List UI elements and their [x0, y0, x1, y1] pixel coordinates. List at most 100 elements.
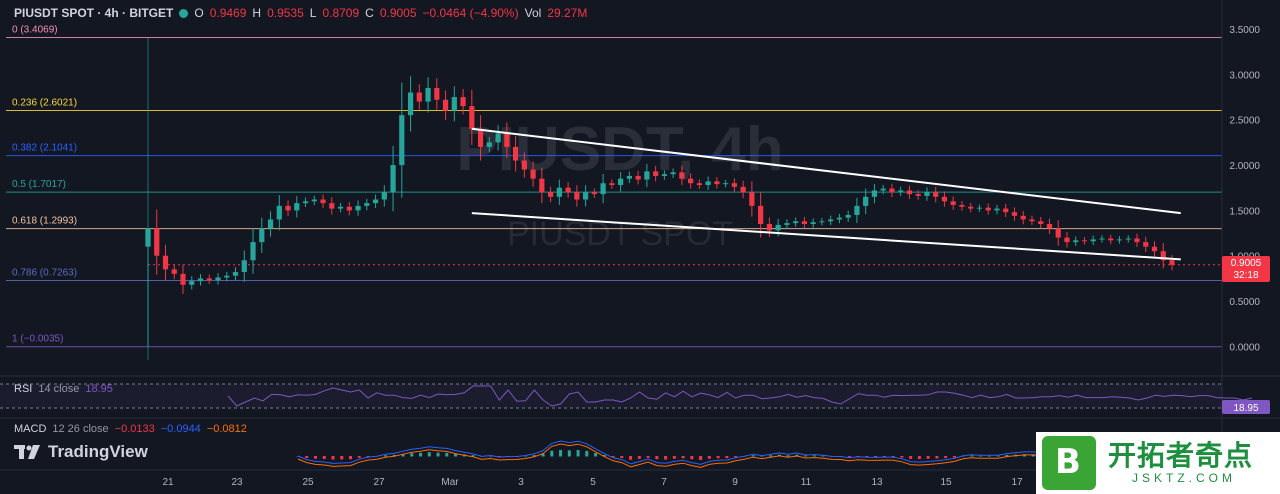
close-value: 0.9005 [379, 6, 417, 20]
time-axis[interactable]: 21 23 25 27 Mar 3 5 7 9 11 13 15 17 [0, 375, 1280, 488]
candle-down [609, 183, 615, 186]
macd-histogram-bar [690, 456, 694, 460]
price-tick-label: 2.0000 [1229, 161, 1260, 172]
candle-down [1029, 219, 1035, 222]
candle-down [171, 269, 177, 274]
candle-up [425, 88, 431, 102]
tradingview-icon [14, 445, 40, 459]
fib-retracement[interactable]: 0 (3.4069) 0.236 (2.6021) 0.382 (2.1041) 0.… [6, 25, 1222, 360]
fib-label-0-236: 0.236 (2.6021) [12, 97, 77, 108]
candle-up [819, 221, 825, 223]
candle-up [976, 207, 983, 209]
candle-up [241, 260, 247, 273]
macd-histogram-bar [436, 452, 440, 457]
candle-down [346, 206, 352, 211]
macd-histogram-bar [751, 455, 755, 457]
candle-down [801, 221, 808, 224]
macd-histogram-bar [812, 455, 816, 457]
time-tick-label: 5 [590, 477, 596, 488]
symbol-title[interactable]: PIUSDT SPOT · 4h · BITGET [14, 6, 174, 20]
tradingview-logo[interactable]: TradingView [14, 442, 148, 462]
candle-down [889, 188, 895, 193]
candle-up [189, 281, 195, 285]
candle-up [924, 192, 930, 196]
tradingview-wordmark: TradingView [48, 442, 148, 461]
candle-up [390, 165, 396, 193]
candle-down [460, 97, 466, 107]
candle-up [1116, 239, 1123, 241]
site-logo-letter: B [1055, 442, 1081, 482]
time-tick-label: 7 [661, 477, 667, 488]
candle-down [766, 224, 773, 231]
candle-down [1081, 240, 1088, 242]
candle-down [416, 92, 422, 102]
candle-up [828, 219, 834, 222]
macd-histogram-bar [865, 456, 869, 458]
candle-down [906, 190, 913, 195]
candle-up [845, 214, 851, 218]
site-watermark: B 开拓者奇点 JSKTZ.COM [1036, 432, 1280, 494]
candle-up [232, 272, 239, 276]
macd-histogram-bar [909, 456, 913, 459]
rsi-line [227, 385, 1253, 407]
macd-histogram-bar [891, 456, 895, 457]
macd-histogram-bar [760, 455, 764, 457]
candle-down [688, 178, 694, 184]
rsi-legend[interactable]: RSI 14 close 18.95 [14, 383, 113, 395]
candle-up [880, 188, 886, 191]
candle-up [215, 277, 221, 281]
trendline-upper [471, 127, 1181, 215]
trendlines[interactable] [471, 127, 1181, 261]
candle-down [1143, 242, 1149, 247]
low-value: 0.8709 [322, 6, 360, 20]
candle-up [670, 172, 676, 175]
candle-up [556, 187, 562, 197]
macd-histogram-bar [541, 453, 545, 457]
candle-down [206, 278, 212, 281]
candle-down [512, 146, 519, 161]
time-tick-label: 21 [162, 477, 174, 488]
candle-down [1038, 221, 1044, 224]
candle-up [259, 228, 265, 243]
time-tick-label: 23 [231, 477, 243, 488]
candle-up [311, 199, 317, 202]
macd-histogram-bar [882, 456, 886, 457]
rsi-badge-value: 18.95 [1233, 403, 1258, 414]
macd-histogram-bar [672, 456, 676, 459]
rsi-value-badge: 18.95 [1222, 400, 1270, 414]
time-tick-label: 11 [801, 477, 812, 488]
macd-histogram-bar [620, 456, 624, 458]
macd-legend[interactable]: MACD 12 26 close −0.0133 −0.0944 −0.0812 [14, 423, 247, 435]
candle-up [1073, 240, 1079, 243]
macd-histogram-bar [611, 456, 615, 458]
macd-hist-value: −0.0133 [114, 423, 155, 435]
macd-histogram-bar [637, 456, 641, 459]
price-badge-value: 0.9005 [1231, 258, 1262, 269]
candle-down [530, 169, 536, 179]
fib-label-0: 0 (3.4069) [12, 25, 58, 36]
candle-up [294, 203, 300, 211]
candle-down [320, 199, 326, 204]
candle-up [372, 199, 379, 204]
rsi-value: 18.95 [85, 383, 113, 395]
price-axis[interactable]: 3.50003.00002.50002.00001.50001.00000.50… [1221, 0, 1260, 470]
volume-label: Vol [524, 6, 542, 20]
candle-down [758, 205, 764, 224]
candle-down [950, 201, 956, 205]
candle-down [1160, 251, 1166, 261]
macd-histogram-bar [585, 450, 589, 457]
macd-histogram-bar [699, 456, 703, 460]
candle-up [145, 228, 151, 247]
time-tick-label: 3 [518, 477, 524, 488]
macd-histogram-bar [471, 455, 475, 457]
macd-histogram-bar [952, 456, 956, 458]
macd-histogram-bar [322, 456, 326, 459]
symbol-header[interactable]: PIUSDT SPOT · 4h · BITGET O 0.9469 H 0.953… [14, 6, 587, 20]
macd-histogram-bar [594, 453, 598, 457]
macd-histogram-bar [655, 456, 659, 460]
macd-histogram-bar [445, 452, 449, 457]
candle-down [740, 186, 746, 193]
candle-up [495, 133, 501, 143]
